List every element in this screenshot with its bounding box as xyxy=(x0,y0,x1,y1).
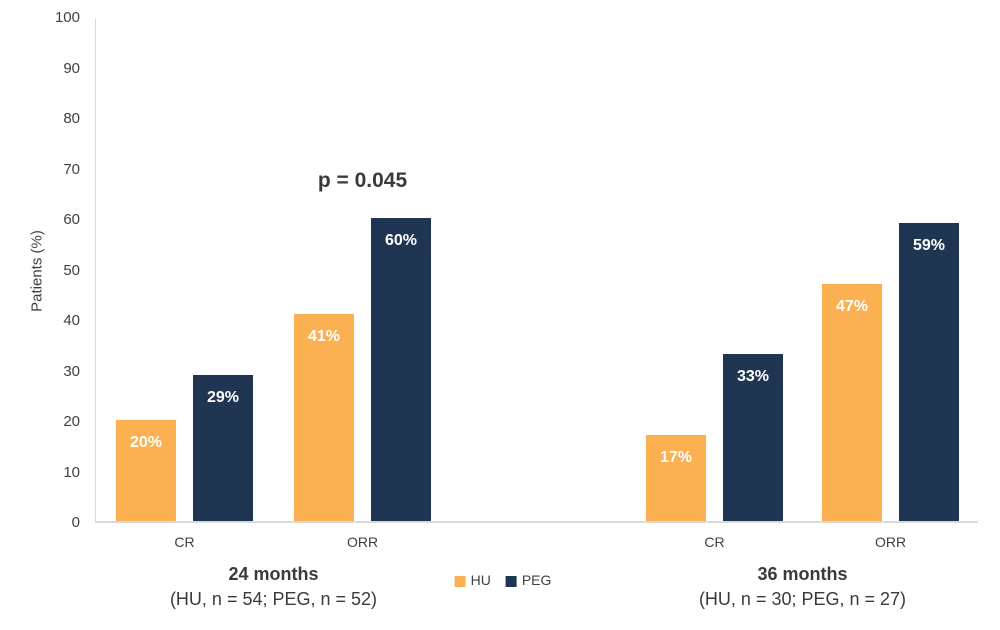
bar-value-label: 29% xyxy=(206,388,240,406)
y-tick-label: 30 xyxy=(63,362,80,380)
bar-value-label: 41% xyxy=(307,327,341,345)
bar-group: 20% 29% CR 41% 60% ORR p = 0.045 24 months (HU, … xyxy=(116,18,431,609)
bar-cluster: 41% 60% ORR p = 0.045 xyxy=(294,18,431,550)
category-label: CR xyxy=(174,534,195,550)
bar-cluster: 47% 59% ORR xyxy=(822,18,959,550)
group-title: 36 months xyxy=(757,564,848,584)
bar-peg: 59% xyxy=(899,223,959,521)
y-tick-label: 60 xyxy=(63,211,80,228)
bar-peg: 29% xyxy=(193,374,253,521)
bar-value-label: 17% xyxy=(659,449,693,467)
y-tick-label: 0 xyxy=(71,514,80,531)
y-tick-label: 40 xyxy=(63,312,80,329)
bar-hu: 41% xyxy=(294,313,354,521)
legend-item: HU xyxy=(454,572,491,589)
y-tick-label: 20 xyxy=(63,413,80,430)
bar-value-label: 59% xyxy=(912,237,946,255)
bar-peg: 60% xyxy=(371,218,431,521)
y-tick-label: 80 xyxy=(63,110,80,127)
plot-area: 20% 29% CR 41% 60% ORR p = 0.045 24 months (HU, … xyxy=(95,18,978,609)
y-tick-label: 50 xyxy=(63,261,80,279)
group-title: 24 months xyxy=(228,564,319,584)
legend-item: PEG xyxy=(505,572,552,589)
category-label: ORR xyxy=(346,534,379,550)
p-value-annotation: p = 0.045 xyxy=(317,169,408,192)
bar-hu: 20% xyxy=(116,420,176,521)
legend-label: HU xyxy=(470,572,491,588)
y-tick-label: 70 xyxy=(63,160,80,178)
bar-peg: 33% xyxy=(723,354,783,521)
bar-value-label: 60% xyxy=(384,232,418,249)
y-axis-tick-labels: 0 10 20 30 40 50 60 70 80 90 100 xyxy=(0,9,80,531)
bar-hu: 47% xyxy=(822,283,882,521)
y-axis-title: Patients (%) xyxy=(28,230,46,312)
group-subtitle: (HU, n = 30; PEG, n = 27) xyxy=(698,589,907,609)
legend-swatch xyxy=(505,576,517,587)
group-subtitle: (HU, n = 54; PEG, n = 52) xyxy=(169,589,378,609)
bar-hu: 17% xyxy=(646,435,706,521)
legend-label: PEG xyxy=(521,572,552,588)
bar-cluster: 20% 29% CR xyxy=(116,18,253,550)
bar-value-label: 20% xyxy=(129,434,163,451)
legend: HU PEG xyxy=(454,572,552,589)
y-tick-label: 100 xyxy=(54,9,80,26)
bar-group: 17% 33% CR 47% 59% ORR 36 months (HU, n = 30; P… xyxy=(646,18,959,609)
legend-swatch xyxy=(454,576,466,587)
category-label: CR xyxy=(704,534,725,550)
bar-value-label: 33% xyxy=(736,368,770,386)
y-tick-label: 10 xyxy=(63,463,80,481)
bar-value-label: 47% xyxy=(835,297,869,315)
category-label: ORR xyxy=(874,534,907,550)
y-tick-label: 90 xyxy=(63,59,80,77)
bar-cluster: 17% 33% CR xyxy=(646,18,783,550)
